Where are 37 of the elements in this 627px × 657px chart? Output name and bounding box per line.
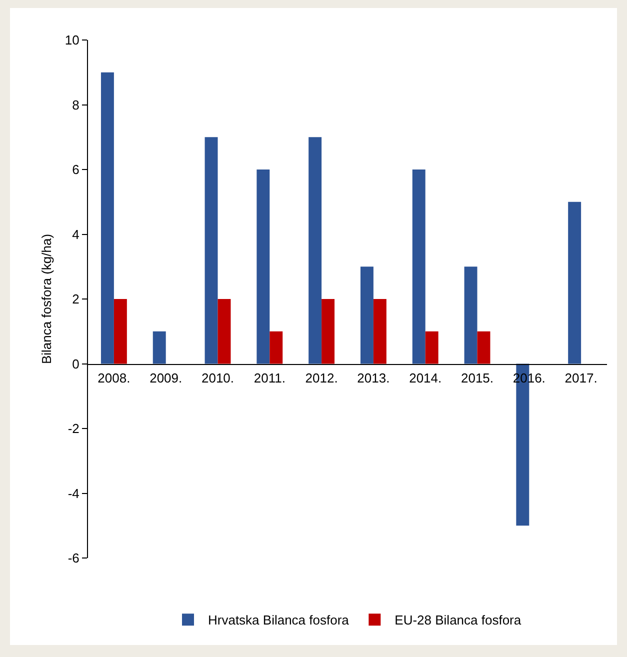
x-tick-label: 2012. <box>305 370 338 386</box>
bar <box>373 299 386 364</box>
bar <box>218 299 231 364</box>
bar <box>114 299 127 364</box>
bar <box>152 331 166 364</box>
y-tick-label: -4 <box>68 486 80 501</box>
bar <box>100 72 114 364</box>
legend-label: Hrvatska Bilanca fosfora <box>208 612 350 628</box>
bar <box>322 299 335 364</box>
bar <box>270 331 283 364</box>
x-tick-label: 2009. <box>150 370 182 386</box>
bar <box>568 202 582 364</box>
bar <box>477 331 490 364</box>
x-tick-label: 2010. <box>201 370 234 386</box>
y-tick-label: -2 <box>68 421 80 436</box>
bar <box>204 137 218 364</box>
y-tick-label: 0 <box>72 356 80 372</box>
bar <box>464 266 478 364</box>
bar <box>425 331 438 364</box>
bar <box>256 170 270 364</box>
x-tick-label: 2013. <box>357 370 390 386</box>
y-tick-label: 8 <box>72 97 80 112</box>
y-axis-title: Bilanca fosfora (kg/ha) <box>38 234 54 364</box>
y-tick-label: 10 <box>64 32 80 48</box>
bar <box>360 266 374 364</box>
x-tick-label: 2014. <box>409 370 442 386</box>
y-tick-label: 4 <box>72 226 80 242</box>
y-tick-label: 2 <box>72 292 80 307</box>
x-tick-label: 2008. <box>98 370 130 386</box>
y-tick-label: -6 <box>68 550 80 566</box>
x-tick-label: 2017. <box>564 370 598 386</box>
bar <box>412 170 426 364</box>
x-tick-label: 2015. <box>460 370 494 386</box>
legend-label: EU-28 Bilanca fosfora <box>394 612 522 628</box>
bar <box>308 137 322 364</box>
x-tick-label: 2011. <box>254 370 286 386</box>
y-tick-label: 6 <box>72 162 80 178</box>
